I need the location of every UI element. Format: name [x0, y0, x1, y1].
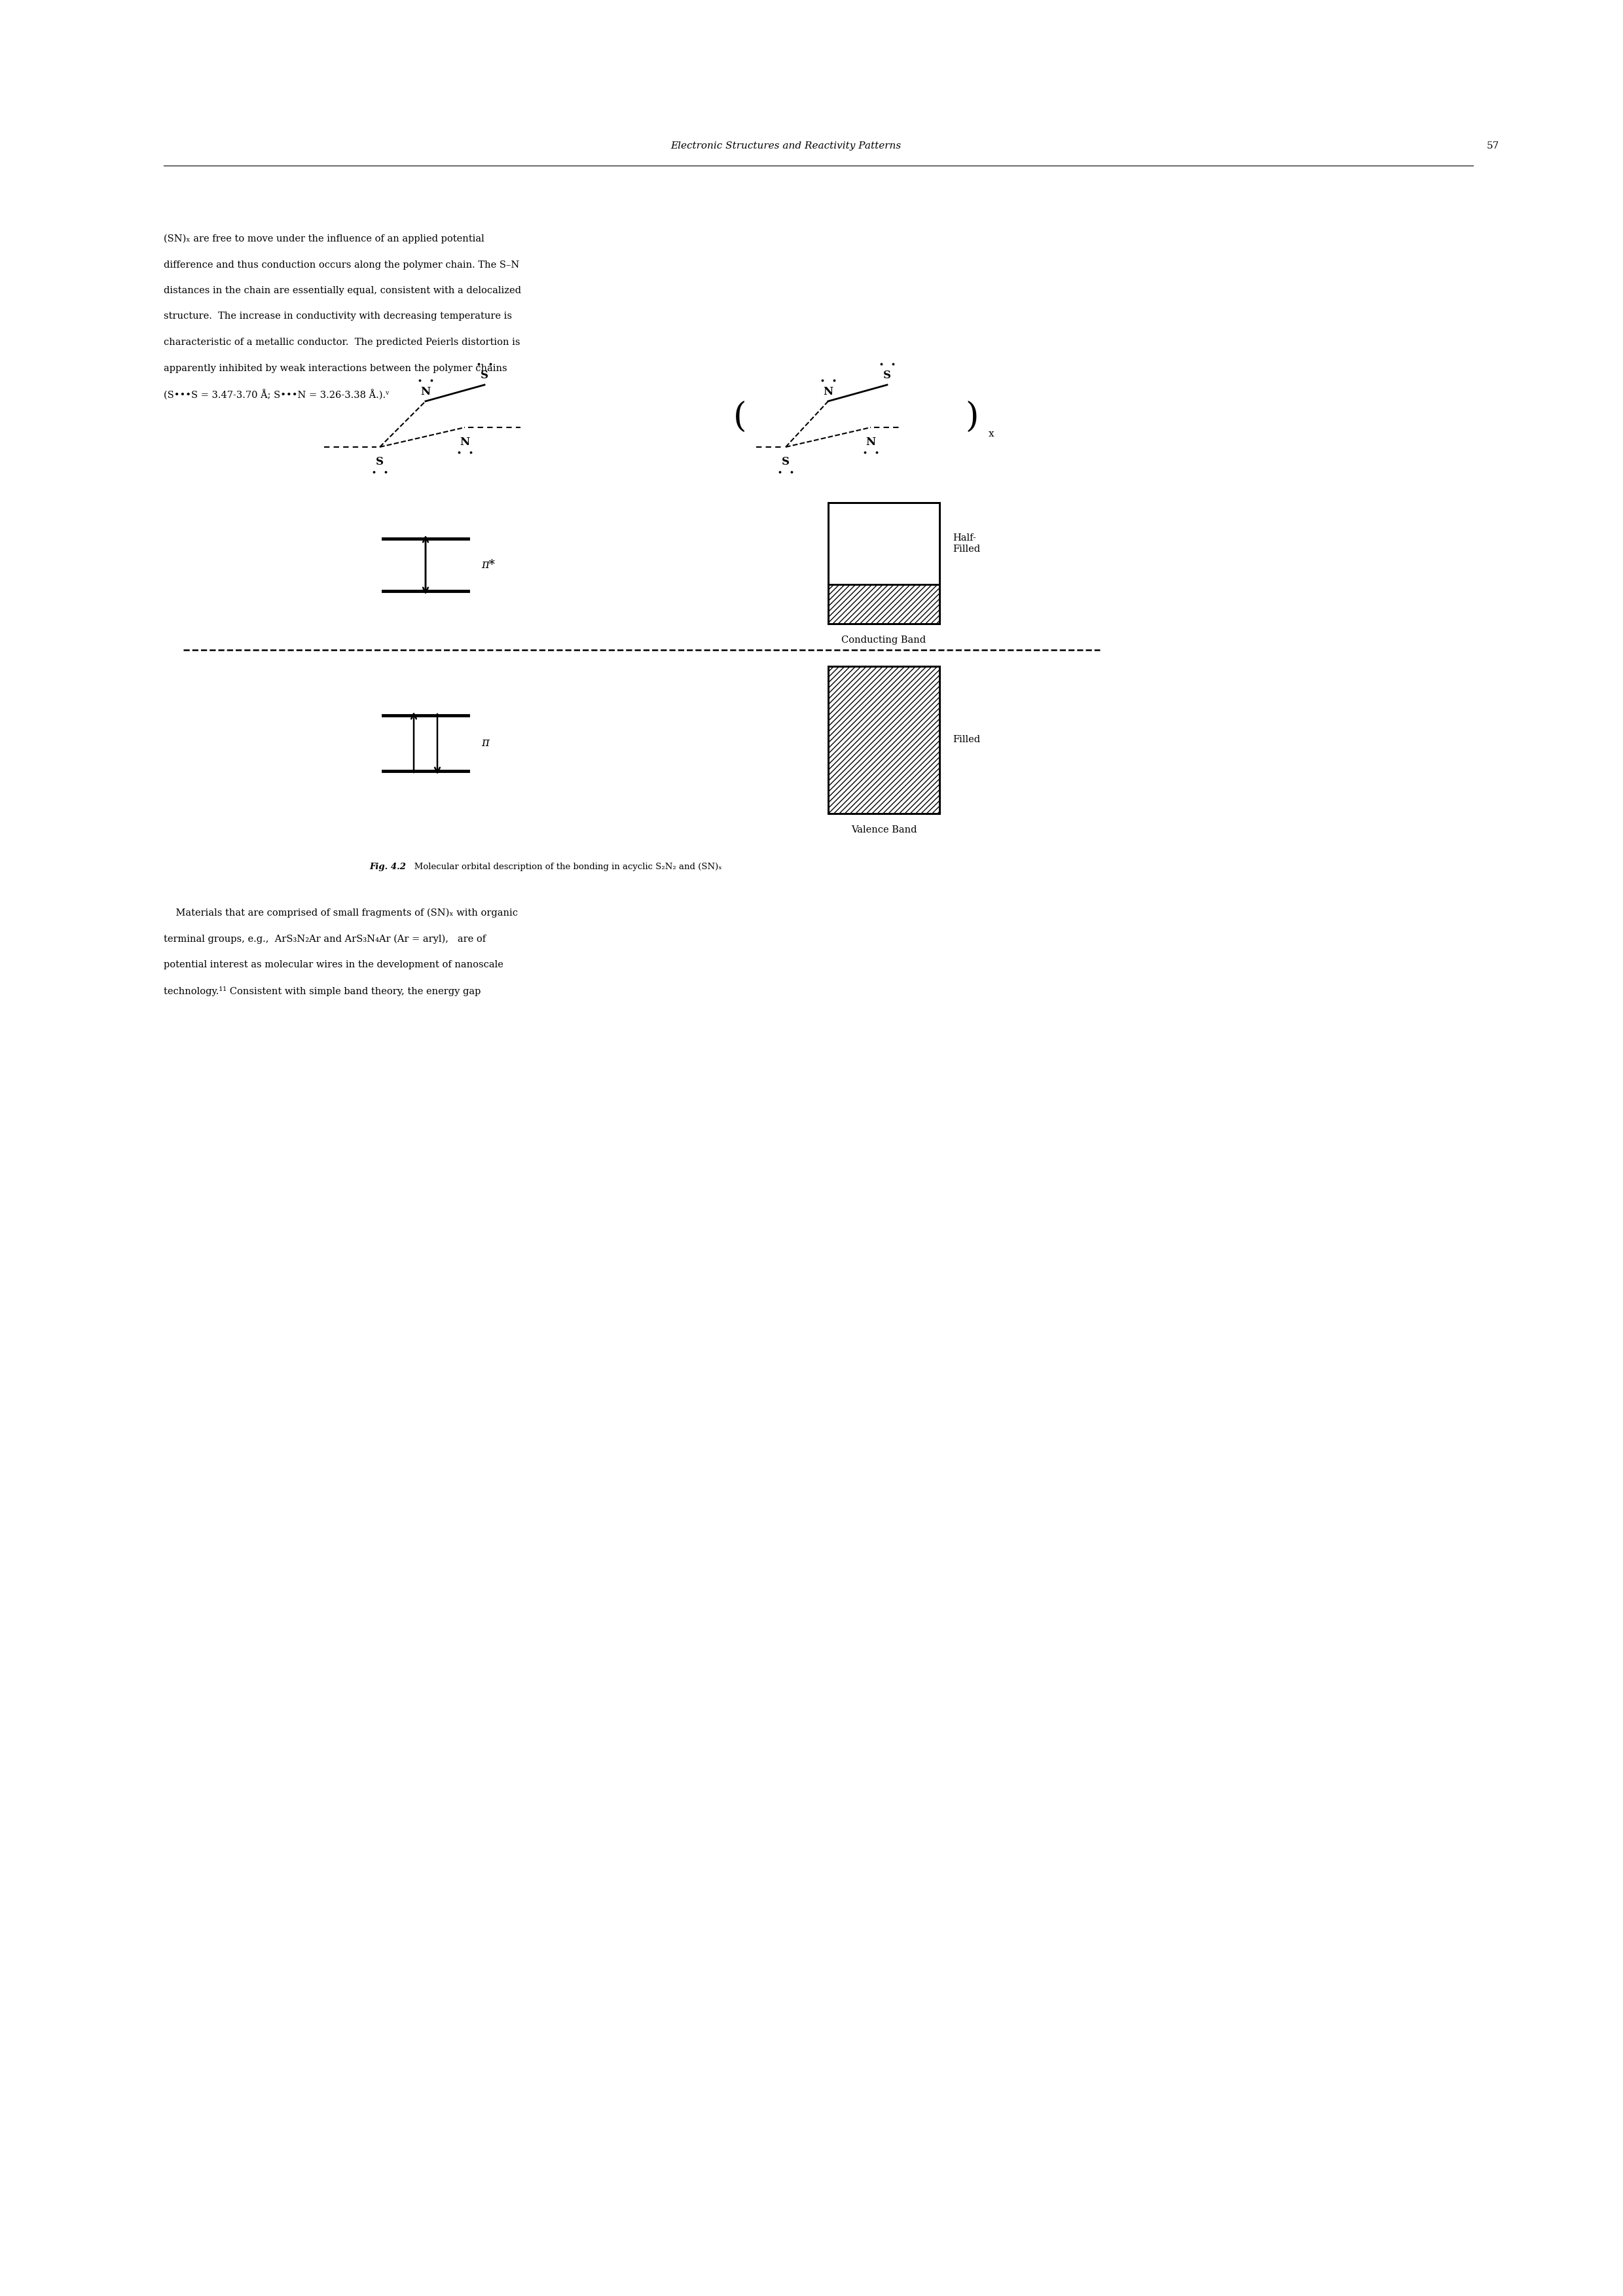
Text: π*: π* — [480, 558, 495, 572]
Text: Valence Band: Valence Band — [850, 824, 917, 833]
Text: Filled: Filled — [953, 735, 980, 744]
Text: N: N — [459, 436, 469, 448]
Text: Conducting Band: Conducting Band — [842, 636, 927, 645]
Text: Electronic Structures and Reactivity Patterns: Electronic Structures and Reactivity Pat… — [670, 142, 901, 152]
Text: Half-
Filled: Half- Filled — [953, 533, 980, 553]
Text: S: S — [883, 370, 891, 381]
Text: structure.  The increase in conductivity with decreasing temperature is: structure. The increase in conductivity … — [164, 312, 511, 321]
Text: Materials that are comprised of small fragments of (SN)ₓ with organic: Materials that are comprised of small fr… — [164, 909, 518, 918]
Text: S: S — [782, 457, 789, 468]
Bar — [828, 503, 940, 585]
Bar — [828, 585, 940, 625]
Text: x: x — [988, 429, 995, 439]
Text: characteristic of a metallic conductor.  The predicted Peierls distortion is: characteristic of a metallic conductor. … — [164, 338, 519, 347]
Bar — [828, 666, 940, 813]
Bar — [828, 503, 940, 625]
Text: distances in the chain are essentially equal, consistent with a delocalized: distances in the chain are essentially e… — [164, 287, 521, 296]
Text: apparently inhibited by weak interactions between the polymer chains: apparently inhibited by weak interaction… — [164, 363, 506, 372]
Text: terminal groups, e.g.,  ArS₃N₂Ar and ArS₃N₄Ar (Ar = aryl),   are of: terminal groups, e.g., ArS₃N₂Ar and ArS₃… — [164, 934, 485, 944]
Text: N: N — [420, 386, 430, 397]
Text: (SN)ₓ are free to move under the influence of an applied potential: (SN)ₓ are free to move under the influen… — [164, 234, 484, 243]
Text: potential interest as molecular wires in the development of nanoscale: potential interest as molecular wires in… — [164, 960, 503, 969]
Text: 57: 57 — [1487, 142, 1500, 152]
Text: ): ) — [966, 402, 979, 434]
Text: S: S — [480, 370, 489, 381]
Bar — [828, 666, 940, 813]
Text: difference and thus conduction occurs along the polymer chain. The S–N: difference and thus conduction occurs al… — [164, 259, 519, 269]
Text: (: ( — [734, 402, 747, 434]
Text: N: N — [823, 386, 833, 397]
Text: technology.¹¹ Consistent with simple band theory, the energy gap: technology.¹¹ Consistent with simple ban… — [164, 985, 480, 996]
Text: S: S — [377, 457, 383, 468]
Text: N: N — [865, 436, 876, 448]
Text: π: π — [480, 737, 489, 748]
Text: Molecular orbital description of the bonding in acyclic S₂N₂ and (SN)ₓ: Molecular orbital description of the bon… — [406, 863, 722, 870]
Text: (S•••S = 3.47-3.70 Å; S•••N = 3.26-3.38 Å.).ᵛ: (S•••S = 3.47-3.70 Å; S•••N = 3.26-3.38 … — [164, 390, 390, 400]
Text: Fig. 4.2: Fig. 4.2 — [370, 863, 406, 870]
